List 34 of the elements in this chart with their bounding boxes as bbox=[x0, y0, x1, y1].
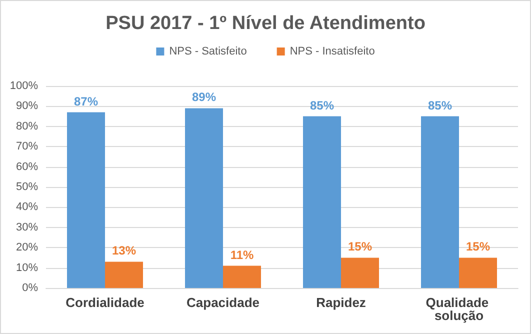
chart-title: PSU 2017 - 1º Nível de Atendimento bbox=[106, 13, 426, 34]
bar bbox=[341, 258, 379, 288]
data-label: 89% bbox=[192, 90, 216, 104]
data-label: 15% bbox=[466, 240, 490, 254]
y-tick-label: 70% bbox=[16, 140, 38, 153]
y-tick-label: 40% bbox=[16, 201, 38, 214]
y-tick-label: 90% bbox=[16, 100, 38, 112]
bar bbox=[303, 116, 341, 288]
y-tick-label: 0% bbox=[22, 282, 38, 294]
bar bbox=[105, 262, 143, 288]
y-tick-label: 10% bbox=[16, 262, 38, 274]
bar bbox=[459, 258, 497, 288]
data-label: 15% bbox=[348, 240, 372, 254]
x-tick-label: Qualidade solução bbox=[426, 295, 492, 323]
x-tick-label: Rapidez bbox=[316, 295, 366, 310]
bar bbox=[223, 266, 261, 288]
bar bbox=[67, 112, 105, 288]
legend-label: NPS - Insatisfeito bbox=[290, 46, 375, 58]
y-tick-label: 60% bbox=[16, 160, 38, 173]
data-label: 87% bbox=[74, 94, 98, 108]
data-label: 13% bbox=[112, 244, 136, 258]
data-label: 11% bbox=[230, 248, 254, 262]
bar bbox=[185, 108, 223, 288]
x-tick-label: Capacidade bbox=[186, 295, 260, 310]
y-tick-label: 80% bbox=[16, 120, 38, 132]
x-tick-label: Cordialidade bbox=[66, 295, 144, 310]
y-tick-label: 30% bbox=[16, 221, 38, 234]
y-tick-label: 20% bbox=[16, 242, 38, 254]
y-tick-label: 50% bbox=[16, 181, 38, 193]
data-label: 85% bbox=[428, 98, 452, 112]
y-tick-label: 100% bbox=[10, 80, 38, 92]
data-label: 85% bbox=[310, 98, 334, 112]
bar bbox=[421, 116, 459, 288]
legend-label: NPS - Satisfeito bbox=[169, 46, 247, 58]
